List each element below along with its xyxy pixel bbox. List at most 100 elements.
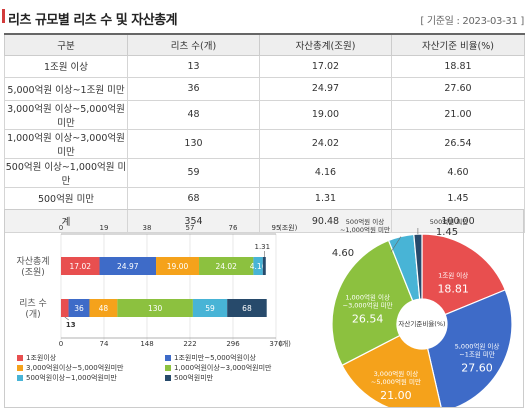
bar-label-outside: 1.31 [254,243,270,251]
top-axis-tick-label: 38 [143,224,152,232]
slice-label: 1조원 이상 [438,270,468,279]
title-bar: 리츠 규모별 리츠 수 및 자산총계 [ 기준일 : 2023-03-31 ] [2,6,524,28]
bottom-axis-tick-label: 74 [100,340,109,348]
summary-table: 구분 리츠 수(개) 자산총계(조원) 자산기준 비율(%) 1조원 이상 13… [4,33,525,233]
bottom-axis-tick-label: 222 [183,340,196,348]
category-label: 자산총계 [16,255,49,267]
slice-value: 1.45 [436,227,458,238]
table-cell: 계 [4,209,128,233]
bar-segment [253,257,263,275]
slice-value: 21.00 [380,389,412,402]
donut-slice [331,239,414,367]
table-cell: 5,000억원 이상~1조원 미만 [4,77,128,101]
slice-label: 500억원 이상 [346,217,384,226]
table-cell: 1,000억원 이상~3,000억원 미만 [4,128,128,159]
slice-label: 5,000억원 이상 [455,342,500,351]
donut-hole [397,299,447,349]
category-label: 리츠 수 [19,298,47,309]
table-cell: 17.02 [259,54,392,78]
table-cell: 4.60 [391,157,525,188]
slice-value: 18.81 [437,282,469,295]
bar-label: 68 [242,304,252,313]
legend-label: 500억원미만 [174,373,214,382]
base-date: [ 기준일 : 2023-03-31 ] [420,16,524,27]
table-cell: 21.00 [391,99,525,130]
bar-segment [117,299,193,317]
slice-label: ~1,000억원 미만 [340,225,390,234]
legend-label: 3,000억원이상~5,000억원미만 [26,363,124,372]
bar-label: 19.00 [167,262,189,271]
page-title: 리츠 규모별 리츠 수 및 자산총계 [8,13,178,28]
legend-swatch [165,365,171,371]
title-marker [2,9,5,23]
table-cell: 18.81 [391,54,525,78]
legend-label: 1,000억원이상~3,000억원미만 [174,363,272,372]
leader-line [390,236,402,253]
bar-label: 24.97 [117,262,139,271]
top-axis-tick-label: 76 [229,224,238,232]
bar-segment [99,257,157,275]
donut-slice [413,233,423,300]
table-row: 500억원 이상~1,000억원 미만 59 4.16 4.60 [4,157,525,188]
donut-slice [426,289,513,407]
bottom-axis-unit: (개) [279,339,291,348]
bar-label: 48 [99,304,109,313]
slice-value: 4.60 [332,248,354,259]
bar-label: 130 [148,304,163,313]
table-cell: 24.02 [259,128,392,159]
bar-segment [156,257,200,275]
bar-label: 4.16 [250,262,267,271]
table-cell: 13 [127,54,260,78]
bottom-axis-tick-label: 148 [140,340,153,348]
bottom-axis-tick-label: 296 [226,340,240,348]
table-cell: 500억원 미만 [4,186,128,210]
slice-value: 26.54 [352,313,384,326]
category-label: (조원) [21,267,45,278]
table-total-row: 계 354 90.48 100.00 [4,209,525,233]
bar-label: 17.02 [70,262,92,271]
donut-slice [421,233,507,316]
bar-segment [61,299,69,317]
top-axis-tick-label: 19 [100,224,109,232]
table-cell: 1조원 이상 [4,54,128,78]
slice-label: ~5,000억원 미만 [371,377,421,386]
column-header: 리츠 수(개) [127,33,260,56]
top-axis-unit: (조원) [279,223,298,232]
table-header-row: 구분 리츠 수(개) 자산총계(조원) 자산기준 비율(%) [4,33,525,56]
bar-label: 59 [205,304,215,313]
legend-swatch [17,375,23,381]
table-cell: 27.60 [391,77,525,101]
category-label: (개) [25,309,40,320]
slice-label: 1,000억원 이상 [345,293,390,302]
legend-label: 500억원이상~1,000억원미만 [26,373,117,382]
bottom-axis-tick-label: 370 [269,340,282,348]
slice-label: 3,000억원 이상 [374,369,419,378]
bottom-axis-tick-label: 0 [59,340,63,348]
bar-label-outside: 13 [66,321,76,329]
table-row: 1조원 이상 13 17.02 18.81 [4,54,525,78]
stacked-bar-chart: 0 19 38 57 76 95(조원)0 74 148 222 296 370(개)자산총계(조원… [16,223,298,382]
table-cell: 68 [127,186,260,210]
top-axis-tick-label: 0 [59,224,63,232]
table-cell: 1.45 [391,186,525,210]
table-cell: 19.00 [259,99,392,130]
table-cell: 1.31 [259,186,392,210]
column-header: 구분 [4,33,128,56]
slice-label: ~1조원 미만 [459,350,495,359]
bar-segment [262,257,266,275]
table-row: 500억원 미만 68 1.31 1.45 [4,186,525,210]
bar-segment [89,299,118,317]
bar-segment [68,299,90,317]
table-row: 3,000억원 이상~5,000억원 미만 48 19.00 21.00 [4,99,525,130]
legend-swatch [17,365,23,371]
slice-value: 27.60 [461,362,493,375]
column-header: 자산기준 비율(%) [391,33,525,56]
top-axis-tick-label: 95 [272,224,281,232]
chart-panel: 0 19 38 57 76 95 (조원) 0 74 148 222 296 370 (개) 자산총계 (조원… [4,209,524,408]
top-axis-tick-label: 57 [186,224,195,232]
table-cell: 59 [127,157,260,188]
column-header: 자산총계(조원) [259,33,392,56]
donut-slice [341,334,442,407]
table-row: 5,000억원 이상~1조원 미만 36 24.97 27.60 [4,77,525,101]
table-cell: 4.16 [259,157,392,188]
